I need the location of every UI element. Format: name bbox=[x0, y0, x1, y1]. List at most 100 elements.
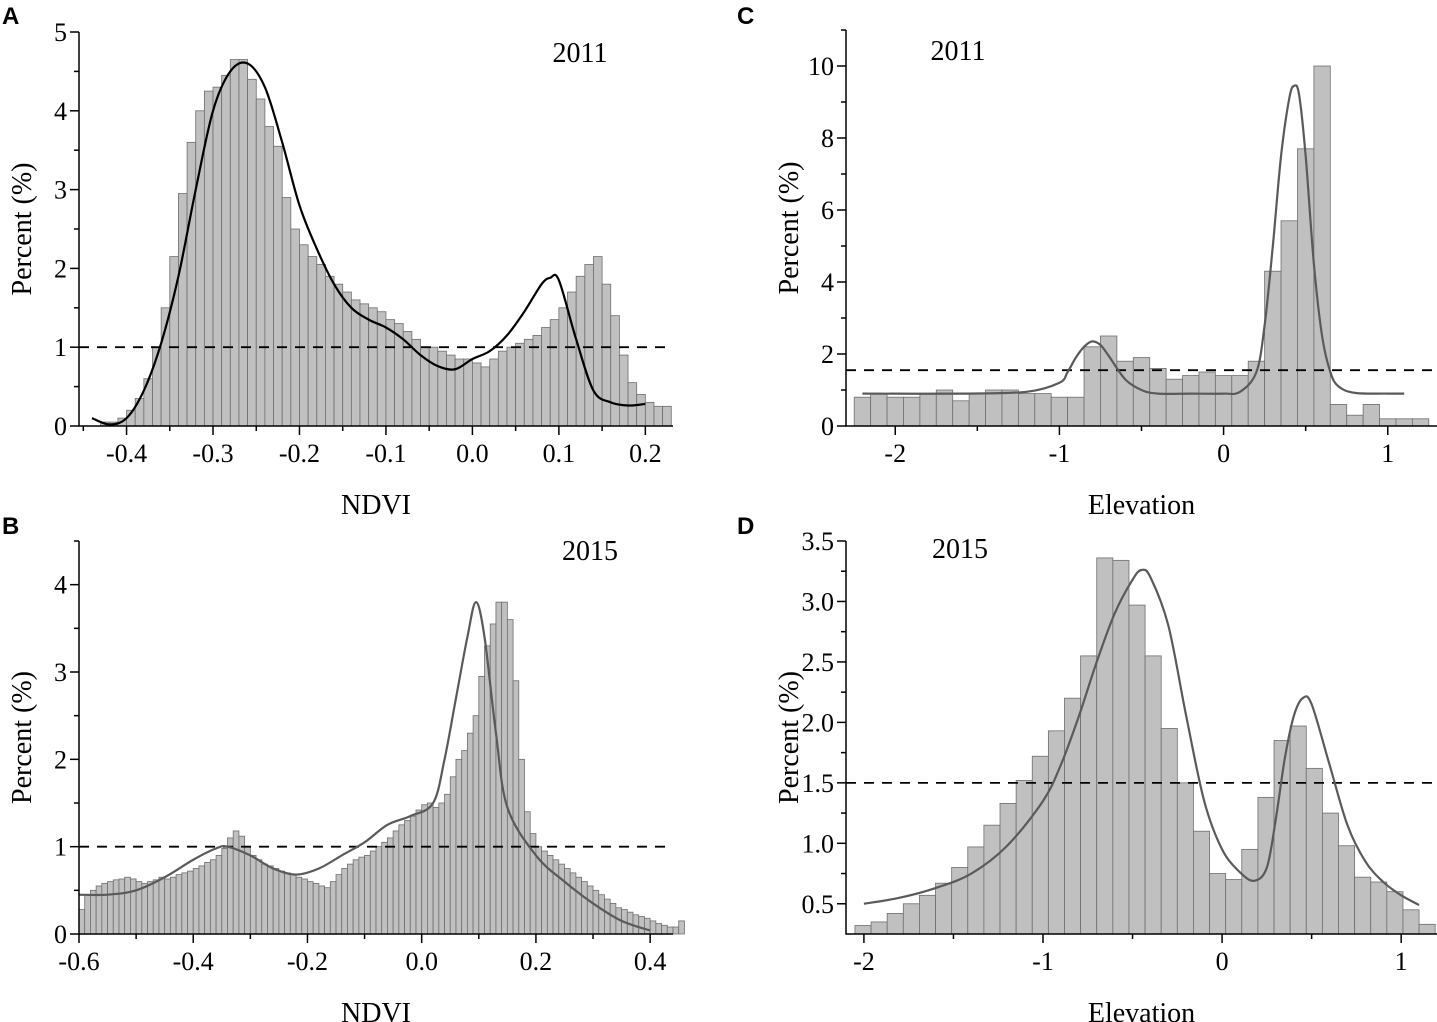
histogram-bar bbox=[449, 776, 457, 935]
histogram-bar bbox=[632, 914, 640, 935]
histogram-bar bbox=[870, 393, 888, 427]
histogram-bar bbox=[446, 354, 456, 427]
histogram-bar bbox=[935, 882, 953, 935]
histogram-bar bbox=[1015, 780, 1033, 935]
x-tick-label: -1 bbox=[1032, 947, 1054, 976]
histogram-bar bbox=[919, 894, 936, 935]
histogram-bar bbox=[95, 885, 103, 935]
x-tick-label: -1 bbox=[1049, 439, 1071, 468]
histogram-bar bbox=[1176, 782, 1194, 935]
histogram-bar bbox=[524, 811, 531, 935]
histogram-bar bbox=[501, 601, 508, 935]
histogram-bar bbox=[999, 803, 1017, 935]
histogram-bar bbox=[1329, 403, 1348, 427]
histogram-bar bbox=[952, 400, 970, 427]
histogram-bar bbox=[164, 878, 171, 935]
histogram-bar bbox=[598, 894, 605, 935]
histogram-bar bbox=[316, 264, 326, 427]
histogram-bar bbox=[853, 396, 872, 427]
histogram-bar bbox=[466, 732, 474, 935]
histogram-bar bbox=[1418, 923, 1436, 935]
histogram-bar bbox=[352, 859, 360, 935]
histogram-bar bbox=[592, 889, 600, 935]
histogram-bar bbox=[152, 879, 160, 935]
histogram-bar bbox=[506, 619, 514, 935]
histogram-bar bbox=[532, 334, 542, 427]
y-axis-label: Percent (%) bbox=[7, 163, 38, 296]
histogram-bar bbox=[1354, 876, 1372, 935]
x-tick-label: -0.2 bbox=[287, 947, 328, 976]
histogram-bar bbox=[515, 342, 525, 427]
x-tick-label: 0.0 bbox=[456, 439, 489, 468]
x-tick-label: -2 bbox=[853, 947, 875, 976]
histogram-bar bbox=[244, 846, 251, 935]
y-tick-label: 4 bbox=[54, 97, 67, 126]
histogram-bar bbox=[935, 389, 954, 427]
histogram-bar bbox=[247, 78, 257, 427]
histogram-bar bbox=[284, 872, 291, 935]
histogram-bar bbox=[854, 925, 872, 935]
histogram-bar bbox=[147, 881, 154, 935]
histogram-bar bbox=[1160, 728, 1178, 935]
histogram-bar bbox=[192, 868, 200, 935]
histogram-bar bbox=[1280, 220, 1298, 427]
histogram-bar bbox=[428, 346, 439, 427]
histogram-bar bbox=[175, 874, 183, 935]
x-tick-label: 0 bbox=[1216, 947, 1229, 976]
histogram-bar bbox=[369, 850, 377, 935]
panel-b: 0 1 2 3 4 -0.6 -0.4 -0.2 0.0 0.2 0.4 NDVI Percent (%… bbox=[2, 513, 685, 1022]
panel-c: 0 2 4 6 8 10 -2 -1 0 1 Elevation Percent (%) 2011 C bbox=[737, 3, 1437, 521]
histogram-bar bbox=[967, 846, 985, 935]
histogram-bar bbox=[523, 338, 534, 427]
y-tick-label: 3 bbox=[54, 176, 67, 205]
y-tick-label: 0 bbox=[54, 920, 67, 949]
histogram-bar bbox=[281, 197, 292, 427]
histogram-bar bbox=[478, 675, 485, 935]
histogram-bar bbox=[1080, 655, 1098, 935]
histogram-bar bbox=[368, 307, 378, 427]
histogram-bar bbox=[1346, 414, 1364, 427]
y-tick-label: 2 bbox=[54, 745, 67, 774]
x-tick-label: 0 bbox=[1217, 439, 1230, 468]
fitted-curve bbox=[862, 84, 1405, 396]
fitted-curve bbox=[91, 61, 646, 426]
histogram-bar bbox=[409, 815, 417, 935]
histogram-bar bbox=[1241, 848, 1259, 935]
x-tick-label: -0.2 bbox=[279, 439, 320, 468]
y-tick-label: 1.5 bbox=[802, 769, 835, 798]
histogram-bar bbox=[273, 145, 283, 427]
histogram-bar bbox=[238, 59, 249, 427]
histogram-bar bbox=[558, 863, 565, 935]
histogram-bar bbox=[198, 865, 206, 935]
histogram-bar bbox=[204, 861, 211, 935]
histogram-bar bbox=[1395, 418, 1413, 427]
y-tick-label: 2.0 bbox=[802, 708, 835, 737]
histogram-bar bbox=[1017, 393, 1036, 427]
histogram-bar bbox=[649, 920, 657, 935]
histogram-bar bbox=[375, 846, 383, 935]
x-axis-label: Elevation bbox=[1088, 490, 1195, 521]
x-tick-label: -0.4 bbox=[106, 439, 147, 468]
histogram-bar bbox=[618, 354, 629, 427]
x-tick-label: -0.1 bbox=[365, 439, 406, 468]
histogram-bar bbox=[387, 837, 394, 935]
y-tick-label: 8 bbox=[821, 124, 834, 153]
histogram-bar bbox=[1386, 891, 1404, 935]
x-tick-label: -0.6 bbox=[58, 947, 99, 976]
y-tick-label: 4 bbox=[821, 268, 834, 297]
histogram-bar bbox=[463, 358, 473, 427]
histogram-bar bbox=[666, 926, 674, 935]
year-label: 2015 bbox=[562, 536, 618, 567]
x-tick-label: 0.0 bbox=[405, 947, 438, 976]
histogram-bar bbox=[564, 868, 571, 935]
histogram-bar bbox=[350, 299, 361, 427]
histogram-bar bbox=[1165, 378, 1183, 427]
histogram-bar bbox=[124, 876, 131, 935]
histogram-bar bbox=[249, 855, 257, 935]
x-tick-label: 0.2 bbox=[520, 947, 553, 976]
histogram-bar bbox=[1149, 367, 1167, 427]
histogram-bar bbox=[272, 868, 280, 935]
histogram-bar bbox=[678, 920, 685, 935]
x-tick-label: -0.4 bbox=[173, 947, 214, 976]
